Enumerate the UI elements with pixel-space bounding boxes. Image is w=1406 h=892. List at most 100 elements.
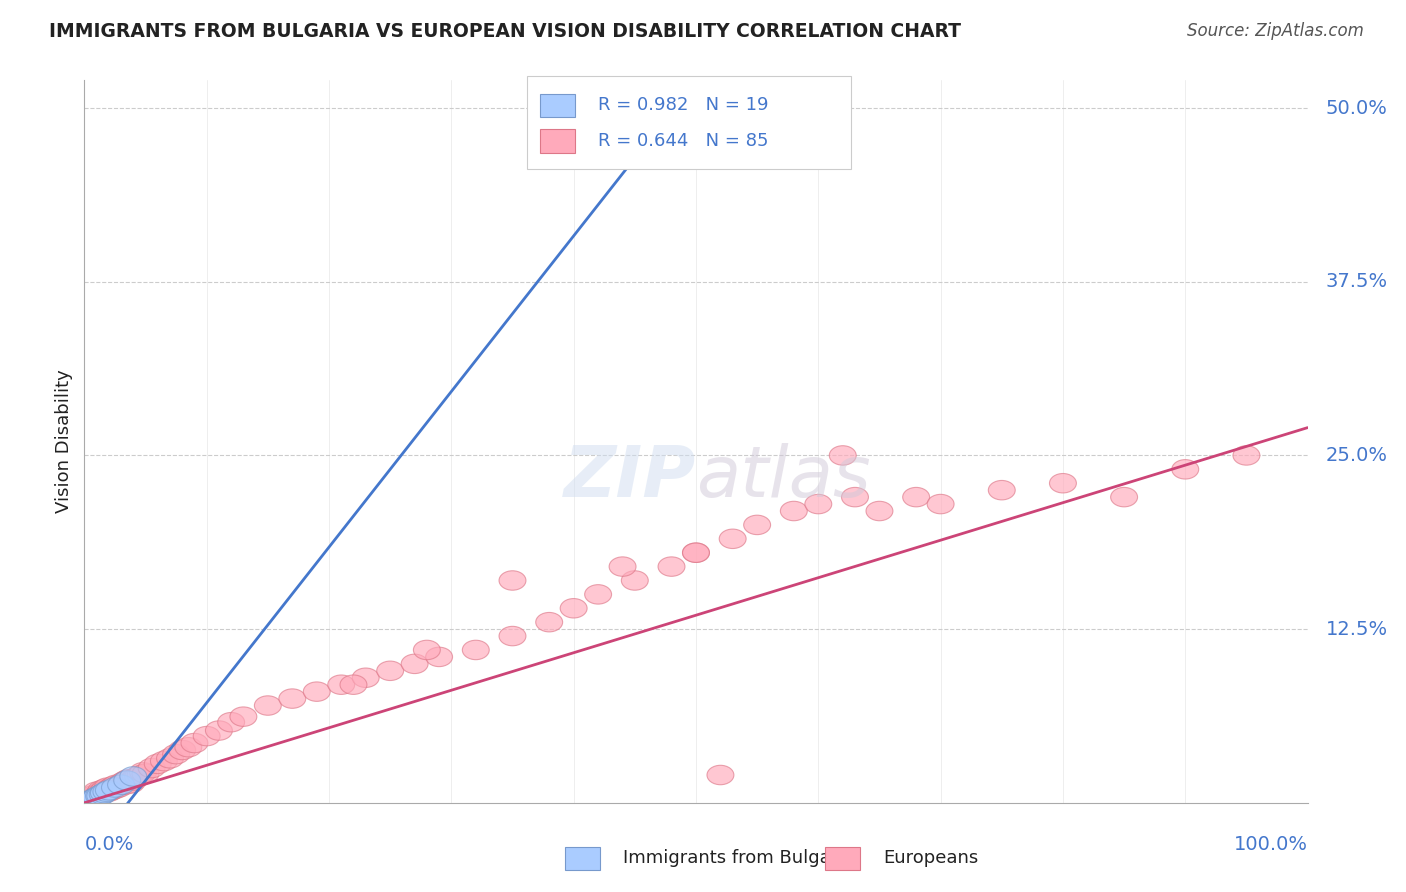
Ellipse shape <box>181 733 208 753</box>
Ellipse shape <box>108 773 136 793</box>
Ellipse shape <box>499 571 526 591</box>
Ellipse shape <box>560 599 588 618</box>
Ellipse shape <box>86 786 112 805</box>
Ellipse shape <box>156 748 183 768</box>
Text: 100.0%: 100.0% <box>1233 835 1308 855</box>
Ellipse shape <box>218 713 245 732</box>
Ellipse shape <box>205 721 232 740</box>
Ellipse shape <box>377 661 404 681</box>
Ellipse shape <box>97 780 124 798</box>
Ellipse shape <box>89 785 117 805</box>
Ellipse shape <box>830 446 856 465</box>
Ellipse shape <box>682 543 710 563</box>
Ellipse shape <box>499 626 526 646</box>
Ellipse shape <box>77 789 104 808</box>
Ellipse shape <box>101 780 128 798</box>
Ellipse shape <box>426 648 453 666</box>
Ellipse shape <box>328 675 354 694</box>
Ellipse shape <box>658 557 685 576</box>
Ellipse shape <box>120 771 146 790</box>
Text: 37.5%: 37.5% <box>1326 272 1388 292</box>
Text: 25.0%: 25.0% <box>1326 446 1388 465</box>
Ellipse shape <box>304 681 330 701</box>
Ellipse shape <box>536 613 562 632</box>
Ellipse shape <box>79 790 105 810</box>
Ellipse shape <box>145 754 172 773</box>
Ellipse shape <box>87 783 114 803</box>
Ellipse shape <box>82 789 108 808</box>
Ellipse shape <box>927 494 955 514</box>
Ellipse shape <box>80 786 107 805</box>
Ellipse shape <box>682 543 710 563</box>
Ellipse shape <box>105 778 132 797</box>
Ellipse shape <box>125 767 152 786</box>
Ellipse shape <box>193 726 221 746</box>
Ellipse shape <box>104 776 131 796</box>
Ellipse shape <box>1049 474 1077 493</box>
Text: atlas: atlas <box>696 443 870 512</box>
Ellipse shape <box>163 745 190 764</box>
Ellipse shape <box>73 793 100 813</box>
Ellipse shape <box>93 782 120 801</box>
Ellipse shape <box>86 785 112 805</box>
Ellipse shape <box>866 501 893 521</box>
Ellipse shape <box>463 640 489 660</box>
Ellipse shape <box>115 770 142 789</box>
Ellipse shape <box>98 778 127 797</box>
Ellipse shape <box>609 557 636 576</box>
Text: 12.5%: 12.5% <box>1326 620 1388 639</box>
Ellipse shape <box>110 772 136 792</box>
Ellipse shape <box>1171 459 1199 479</box>
Ellipse shape <box>842 487 869 507</box>
Ellipse shape <box>340 675 367 694</box>
Ellipse shape <box>112 771 139 790</box>
Ellipse shape <box>103 775 129 795</box>
Ellipse shape <box>1111 487 1137 507</box>
Ellipse shape <box>744 516 770 534</box>
Ellipse shape <box>120 767 146 786</box>
Ellipse shape <box>101 778 128 797</box>
Ellipse shape <box>94 778 121 797</box>
Ellipse shape <box>82 785 108 805</box>
Ellipse shape <box>80 788 108 807</box>
Ellipse shape <box>89 780 115 800</box>
Text: 50.0%: 50.0% <box>1326 99 1388 118</box>
Ellipse shape <box>413 640 440 660</box>
Ellipse shape <box>90 783 117 803</box>
Text: R = 0.644   N = 85: R = 0.644 N = 85 <box>598 132 768 150</box>
Ellipse shape <box>127 765 155 785</box>
Text: Immigrants from Bulgaria: Immigrants from Bulgaria <box>623 849 855 867</box>
Ellipse shape <box>93 780 120 800</box>
Ellipse shape <box>129 763 156 782</box>
Ellipse shape <box>621 571 648 591</box>
Ellipse shape <box>132 764 159 783</box>
Ellipse shape <box>80 790 107 810</box>
Ellipse shape <box>96 780 122 800</box>
Ellipse shape <box>90 783 117 803</box>
Ellipse shape <box>707 765 734 785</box>
Text: IMMIGRANTS FROM BULGARIA VS EUROPEAN VISION DISABILITY CORRELATION CHART: IMMIGRANTS FROM BULGARIA VS EUROPEAN VIS… <box>49 22 962 41</box>
Ellipse shape <box>174 738 202 757</box>
Ellipse shape <box>138 758 165 778</box>
Ellipse shape <box>150 751 177 771</box>
Ellipse shape <box>83 782 110 801</box>
Ellipse shape <box>122 768 149 788</box>
Text: R = 0.982   N = 19: R = 0.982 N = 19 <box>598 96 768 114</box>
Ellipse shape <box>80 789 108 808</box>
Ellipse shape <box>1233 446 1260 465</box>
Ellipse shape <box>780 501 807 521</box>
Ellipse shape <box>353 668 380 688</box>
Ellipse shape <box>108 775 135 795</box>
Text: Europeans: Europeans <box>883 849 979 867</box>
Ellipse shape <box>278 689 305 708</box>
Ellipse shape <box>96 782 122 801</box>
Ellipse shape <box>75 793 101 813</box>
Ellipse shape <box>77 792 104 811</box>
Ellipse shape <box>100 776 127 796</box>
Ellipse shape <box>720 529 747 549</box>
Ellipse shape <box>91 780 118 798</box>
Ellipse shape <box>401 654 427 673</box>
Ellipse shape <box>114 771 141 790</box>
Ellipse shape <box>108 775 135 795</box>
Text: 0.0%: 0.0% <box>84 835 134 855</box>
